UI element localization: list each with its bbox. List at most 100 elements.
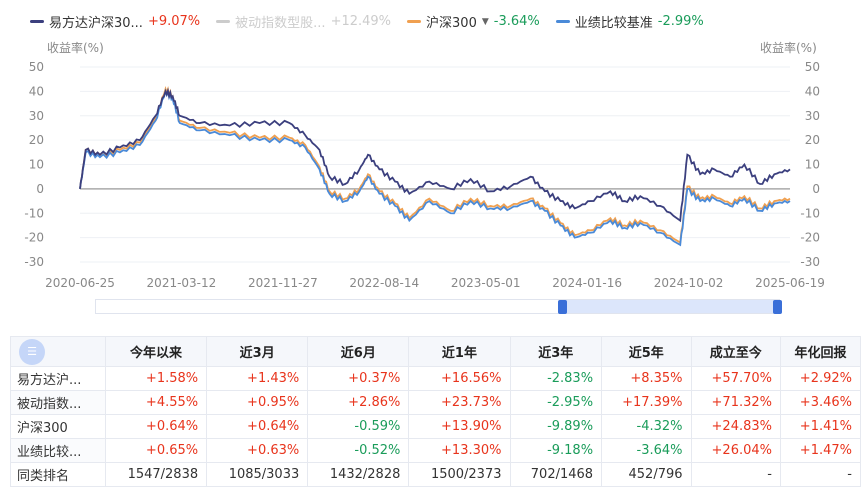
table-cell: 1085/3033: [206, 462, 309, 487]
x-tick-label: 2022-08-14: [349, 276, 419, 290]
y-tick-label-right: 50: [805, 60, 820, 74]
x-tick-label: 2024-10-02: [654, 276, 724, 290]
table-cell: +13.30%: [408, 438, 511, 463]
x-tick-label: 2021-11-27: [248, 276, 318, 290]
x-tick-label: 2024-01-16: [552, 276, 622, 290]
legend-label: 被动指数型股...: [235, 16, 326, 31]
row-label: 沪深300: [10, 414, 106, 439]
y-tick-label-right: 40: [805, 84, 820, 98]
series-swatch: [407, 20, 422, 23]
row-label: 同类排名: [10, 462, 106, 487]
legend-value: -2.99%: [657, 14, 704, 29]
y-tick-label-left: 20: [29, 133, 44, 147]
table-cell: +26.04%: [690, 438, 782, 463]
table-cell: +16.56%: [408, 366, 511, 391]
table-cell: -0.59%: [307, 414, 410, 439]
table-cell: -9.89%: [509, 414, 603, 439]
table-cell: +8.35%: [601, 366, 692, 391]
column-header[interactable]: 近6月: [307, 336, 410, 367]
table-cell: +0.95%: [206, 390, 309, 415]
table-cell: +2.86%: [307, 390, 410, 415]
series-swatch: [30, 20, 44, 23]
row-label: 业绩比较...: [10, 438, 106, 463]
table-cell: +2.92%: [780, 366, 861, 391]
y-tick-label-left: 30: [29, 109, 44, 123]
y-tick-label-right: -10: [800, 206, 820, 220]
y-axis-title-right: 收益率(%): [760, 41, 817, 55]
table-cell: +57.70%: [690, 366, 782, 391]
table-cell: +0.64%: [104, 414, 208, 439]
legend-value: +12.49%: [330, 14, 392, 29]
range-slider[interactable]: [95, 299, 782, 314]
table-cell: 1500/2373: [408, 462, 511, 487]
table-cell: +1.43%: [206, 366, 309, 391]
table-cell: +1.47%: [780, 438, 861, 463]
table-cell: -3.64%: [601, 438, 692, 463]
table-cell: +13.90%: [408, 414, 511, 439]
line-chart: 50 50 40 40 30 30 20 20 10 10 0 0 -10 -10 -20 -20 -30 -30…: [24, 60, 824, 290]
table-cell: +1.58%: [104, 366, 208, 391]
y-tick-label-left: 10: [29, 158, 44, 172]
table-cell: +17.39%: [601, 390, 692, 415]
column-header[interactable]: 年化回报: [780, 336, 861, 367]
legend-item-category[interactable]: 被动指数型股... +12.49%: [216, 12, 391, 31]
x-tick-label: 2023-05-01: [451, 276, 521, 290]
table-cell: +0.37%: [307, 366, 410, 391]
series-swatch: [555, 20, 570, 23]
legend-value: +9.07%: [147, 14, 201, 29]
legend-item-fund[interactable]: 易方达沪深30... +9.07%: [30, 12, 200, 31]
x-tick-label: 2021-03-12: [147, 276, 217, 290]
series-line-业绩比较基准: [79, 88, 791, 247]
table-cell: +1.41%: [780, 414, 861, 439]
series-line-易方达沪深30...: [79, 87, 791, 223]
table-cell: 702/1468: [509, 462, 603, 487]
legend-label: 沪深300: [426, 16, 477, 31]
legend-value: -3.64%: [493, 14, 540, 29]
row-label: 易方达沪...: [10, 366, 106, 391]
column-header[interactable]: 近5年: [601, 336, 692, 367]
y-tick-label-left: 50: [29, 60, 44, 74]
table-row: 同类排名 1547/2838 1085/3033 1432/2828 1500/2373…: [10, 462, 861, 487]
y-tick-label-right: 0: [812, 182, 820, 196]
range-selection[interactable]: [562, 300, 778, 313]
table-cell: +23.73%: [408, 390, 511, 415]
y-tick-label-right: 20: [805, 133, 820, 147]
y-tick-label-right: 30: [805, 109, 820, 123]
table-cell: -2.95%: [509, 390, 603, 415]
table-cell: 1547/2838: [104, 462, 208, 487]
y-tick-label-right: 10: [805, 158, 820, 172]
row-label: 被动指数...: [10, 390, 106, 415]
legend-item-benchmark[interactable]: 业绩比较基准 -2.99%: [555, 12, 704, 31]
table-row: 易方达沪... +1.58% +1.43% +0.37% +16.56% -2.83% +8…: [10, 366, 861, 391]
y-tick-label-left: 40: [29, 84, 44, 98]
table-cell: +71.32%: [690, 390, 782, 415]
x-tick-label: 2020-06-25: [45, 276, 115, 290]
table-cell: +4.55%: [104, 390, 208, 415]
table-cell: 452/796: [601, 462, 692, 487]
column-header[interactable]: 成立至今: [690, 336, 782, 367]
y-tick-label-left: 0: [36, 182, 44, 196]
table-cell: +0.63%: [206, 438, 309, 463]
range-handle-left[interactable]: [558, 300, 567, 314]
table-cell: +3.46%: [780, 390, 861, 415]
table-cell: -9.18%: [509, 438, 603, 463]
column-header[interactable]: 近1年: [408, 336, 511, 367]
column-header[interactable]: 今年以来: [104, 336, 208, 367]
dropdown-caret-icon[interactable]: ▼: [481, 16, 489, 27]
table-cell: 1432/2828: [307, 462, 410, 487]
table-cell: +0.64%: [206, 414, 309, 439]
legend-item-csi300[interactable]: 沪深300 ▼ -3.64%: [407, 12, 540, 31]
chart-legend: 易方达沪深30... +9.07% 被动指数型股... +12.49% 沪深300 ▼…: [30, 12, 704, 31]
table-row: 沪深300 +0.64% +0.64% -0.59% +13.90% -9.89% -4.3…: [10, 414, 861, 439]
table-cell: -: [780, 462, 861, 487]
y-tick-label-left: -10: [24, 206, 44, 220]
column-header[interactable]: 近3月: [206, 336, 309, 367]
table-cell: -0.52%: [307, 438, 410, 463]
table-settings-icon[interactable]: ☰: [19, 338, 45, 365]
column-header[interactable]: 近3年: [509, 336, 603, 367]
range-handle-right[interactable]: [773, 300, 782, 314]
returns-table: ☰ 今年以来 近3月 近6月 近1年 近3年 近5年 成立至今 年化回报 易方达沪... +1.5…: [10, 336, 861, 487]
legend-label: 业绩比较基准: [574, 16, 653, 31]
table-cell: -4.32%: [601, 414, 692, 439]
y-tick-label-left: -20: [24, 231, 44, 245]
